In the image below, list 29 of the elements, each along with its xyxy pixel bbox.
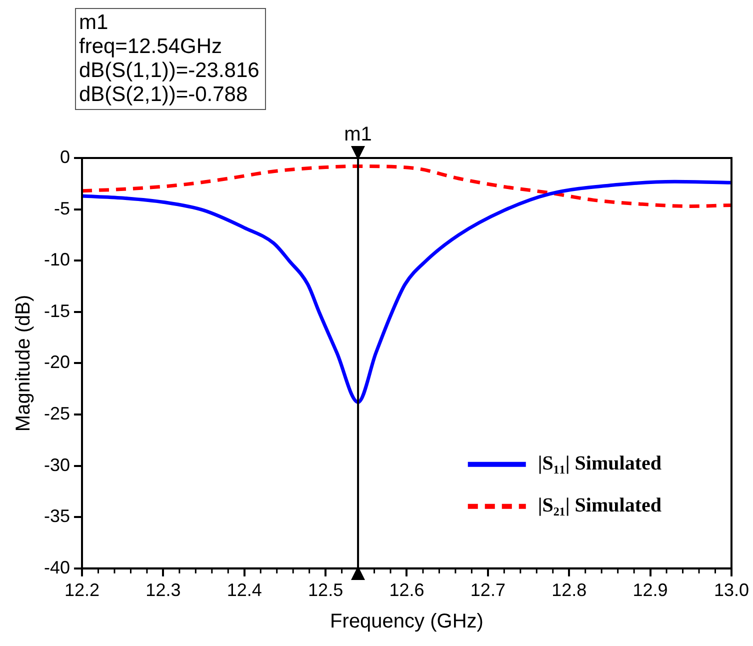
y-tick-label: -35 <box>44 506 70 526</box>
text: dB(S(2,1))=-0.788 <box>79 83 249 107</box>
legend-label: |S₂₁| Simulated <box>538 494 662 517</box>
legend-label: |S₁₁| Simulated <box>538 452 662 475</box>
x-tick-label: 12.4 <box>226 580 262 600</box>
line-series <box>82 164 732 208</box>
y-tick-label: -20 <box>44 352 70 372</box>
x-tick-label: 12.3 <box>146 580 181 600</box>
ref-line-label: m1 <box>344 124 372 146</box>
x-tick-label: 12.8 <box>552 580 587 600</box>
x-axis-title: Frequency (GHz) <box>330 610 484 633</box>
y-tick-label: 0 <box>60 146 70 167</box>
x-tick-label: 12.9 <box>632 580 668 600</box>
text: m1 <box>79 11 110 35</box>
text: freq=12.54GHz <box>79 35 224 59</box>
y-tick-label: -10 <box>44 250 70 270</box>
y-tick-label: -30 <box>44 454 70 475</box>
x-tick-label: 12.7 <box>470 580 506 600</box>
x-tick-label: 12.2 <box>64 580 100 600</box>
x-tick-label: 12.6 <box>389 580 424 600</box>
y-axis-title: Magnitude (dB) <box>12 294 35 432</box>
x-tick-label: 13.0 <box>714 580 750 600</box>
y-tick-label: -40 <box>44 557 70 578</box>
x-tick-label: 12.5 <box>308 580 344 600</box>
y-tick-label: -15 <box>44 300 70 321</box>
y-tick-label: -5 <box>54 198 70 218</box>
y-tick-label: -25 <box>44 403 70 424</box>
text: dB(S(1,1))=-23.816 <box>79 59 260 83</box>
line-series <box>82 180 732 404</box>
